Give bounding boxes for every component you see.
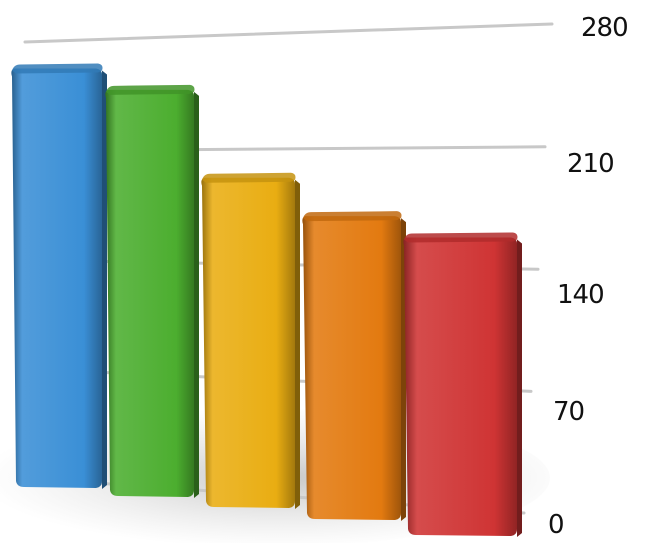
y-tick-label: 280 xyxy=(581,13,628,43)
bar xyxy=(105,84,199,498)
bar xyxy=(11,63,107,489)
y-tick-label: 140 xyxy=(557,280,604,310)
bar-front xyxy=(201,177,295,508)
bar-top xyxy=(404,232,518,243)
y-tick-label: 0 xyxy=(548,510,564,540)
y-axis-tick-labels: 0 70 140 210 280 xyxy=(548,13,629,540)
bar-front xyxy=(302,216,401,520)
bar-front xyxy=(11,68,102,488)
bar-side xyxy=(517,239,522,537)
gridline xyxy=(23,22,554,44)
bars xyxy=(11,63,522,537)
bar xyxy=(201,172,300,509)
bar-top xyxy=(12,63,103,74)
bar-front xyxy=(105,89,194,497)
bar-front xyxy=(403,237,517,536)
bar-side xyxy=(295,179,300,509)
y-tick-label: 210 xyxy=(567,149,614,179)
bar-side xyxy=(194,91,199,498)
y-tick-label: 70 xyxy=(553,397,584,427)
bar-top xyxy=(202,172,296,183)
bar xyxy=(302,211,406,521)
bar-side xyxy=(102,70,107,489)
bar-top xyxy=(106,84,195,95)
bar-top xyxy=(303,211,402,222)
bar xyxy=(403,232,522,537)
